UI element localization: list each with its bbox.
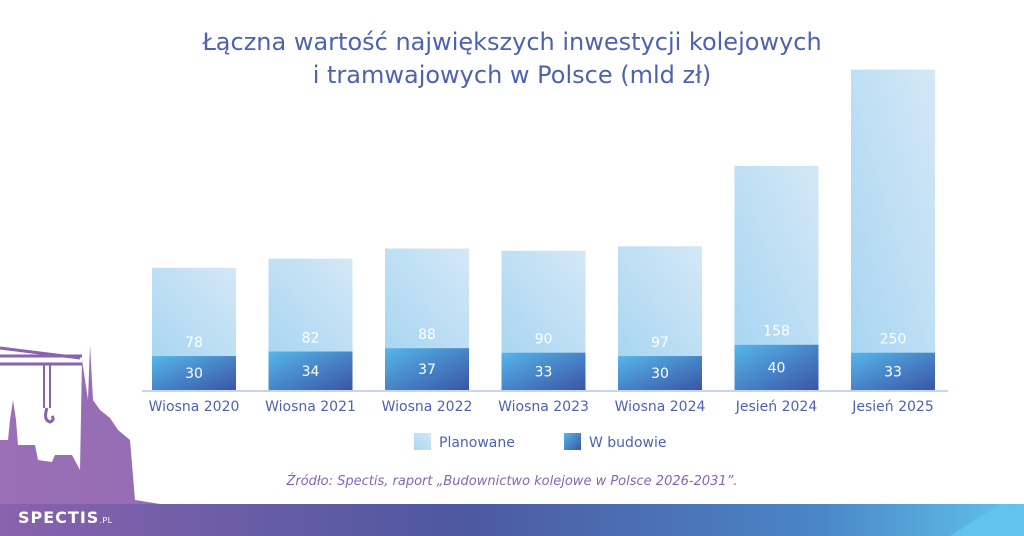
x-tick-label: Wiosna 2022 [382,399,473,415]
logo-text: SPECTIS [18,508,100,527]
bar-construction [851,352,935,390]
bar-planned [152,267,236,357]
data-label-planned: 88 [418,327,436,343]
x-tick-label: Wiosna 2024 [615,399,706,415]
legend-swatch-planned [414,433,431,450]
chart-title-line2: i tramwajowych w Polsce (mld zł) [312,61,712,89]
bar-group: 78 30 Wiosna 2020 [149,267,240,415]
bar-construction [268,351,353,390]
skyline-illustration [0,345,1024,536]
x-tick-label: Jesień 2025 [851,399,934,415]
data-label-planned: 82 [302,331,320,347]
legend-swatch-construction [564,433,581,450]
bar-group: 250 33 Jesień 2025 [851,69,935,415]
data-label-construction: 34 [302,364,320,380]
x-tick-label: Wiosna 2023 [498,399,589,415]
data-label-planned: 90 [535,332,553,348]
bar-planned [385,248,469,349]
bar-group: 82 34 Wiosna 2021 [265,258,356,415]
bar-planned [501,250,586,353]
chart-title-line1: Łączna wartość największych inwestycji k… [202,28,822,56]
data-label-construction: 33 [884,364,902,380]
bar-construction [501,352,586,390]
bar-construction [734,344,819,390]
bar-construction [152,356,236,390]
x-tick-label: Wiosna 2021 [265,399,356,415]
source-note: Źródło: Spectis, raport „Budownictwo kol… [286,474,738,489]
x-tick-label: Jesień 2024 [735,399,818,415]
data-label-construction: 37 [418,362,436,378]
spectis-logo: SPECTIS.PL [18,508,113,527]
bar-construction [385,348,469,390]
legend-label-planned: Planowane [439,435,515,451]
data-label-planned: 250 [880,332,907,348]
bar-planned [851,69,935,353]
chart-title: Łączna wartość największych inwestycji k… [0,26,1024,92]
bar-planned [268,258,353,352]
bar-planned [618,246,702,357]
bar-group: 90 33 Wiosna 2023 [498,250,589,415]
bar-planned [734,165,819,345]
bar-group: 97 30 Wiosna 2024 [615,246,706,415]
data-label-construction: 30 [651,366,669,382]
bar-group: 158 40 Jesień 2024 [734,165,819,415]
data-label-planned: 78 [185,335,203,351]
data-label-planned: 158 [763,324,790,340]
data-label-construction: 30 [185,366,203,382]
bar-construction [618,356,702,390]
data-label-planned: 97 [651,335,669,351]
logo-suffix: .PL [99,516,113,525]
x-tick-label: Wiosna 2020 [149,399,240,415]
data-label-construction: 33 [535,364,553,380]
legend: Planowane W budowie [414,433,666,451]
data-label-construction: 40 [768,360,786,376]
bar-group: 88 37 Wiosna 2022 [382,248,473,415]
legend-label-construction: W budowie [589,435,666,451]
